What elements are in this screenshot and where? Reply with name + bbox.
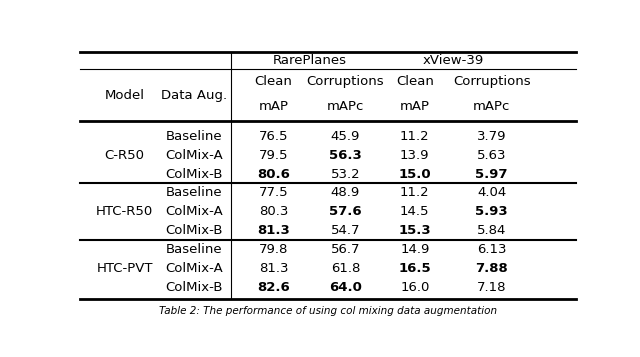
Text: ColMix-A: ColMix-A (165, 262, 223, 275)
Text: Baseline: Baseline (166, 130, 222, 143)
Text: 13.9: 13.9 (400, 149, 429, 162)
Text: 5.63: 5.63 (477, 149, 506, 162)
Text: 4.04: 4.04 (477, 186, 506, 200)
Text: Clean: Clean (396, 75, 434, 88)
Text: mAPc: mAPc (473, 100, 510, 112)
Text: 61.8: 61.8 (331, 262, 360, 275)
Text: 3.79: 3.79 (477, 130, 506, 143)
Text: ColMix-B: ColMix-B (165, 281, 223, 294)
Text: 56.7: 56.7 (331, 243, 360, 256)
Text: 16.0: 16.0 (400, 281, 429, 294)
Text: mAP: mAP (259, 100, 289, 112)
Text: 77.5: 77.5 (259, 186, 288, 200)
Text: 45.9: 45.9 (331, 130, 360, 143)
Text: 11.2: 11.2 (400, 186, 429, 200)
Text: mAP: mAP (400, 100, 430, 112)
Text: Data Aug.: Data Aug. (161, 89, 227, 102)
Text: 76.5: 76.5 (259, 130, 288, 143)
Text: Table 2: The performance of using col mixing data augmentation: Table 2: The performance of using col mi… (159, 306, 497, 316)
Text: 11.2: 11.2 (400, 130, 429, 143)
Text: Baseline: Baseline (166, 243, 222, 256)
Text: C-R50: C-R50 (105, 149, 145, 162)
Text: 57.6: 57.6 (329, 205, 362, 218)
Text: 64.0: 64.0 (329, 281, 362, 294)
Text: xView-39: xView-39 (422, 54, 484, 67)
Text: 15.0: 15.0 (399, 167, 431, 181)
Text: 5.97: 5.97 (476, 167, 508, 181)
Text: Corruptions: Corruptions (453, 75, 531, 88)
Text: HTC-R50: HTC-R50 (96, 205, 153, 218)
Text: 82.6: 82.6 (257, 281, 290, 294)
Text: 14.5: 14.5 (400, 205, 429, 218)
Text: 80.3: 80.3 (259, 205, 288, 218)
Text: HTC-PVT: HTC-PVT (97, 262, 153, 275)
Text: 5.84: 5.84 (477, 224, 506, 237)
Text: 79.5: 79.5 (259, 149, 288, 162)
Text: ColMix-B: ColMix-B (165, 167, 223, 181)
Text: Model: Model (105, 89, 145, 102)
Text: 7.88: 7.88 (476, 262, 508, 275)
Text: 79.8: 79.8 (259, 243, 288, 256)
Text: 14.9: 14.9 (400, 243, 429, 256)
Text: 16.5: 16.5 (399, 262, 431, 275)
Text: Clean: Clean (255, 75, 292, 88)
Text: 80.6: 80.6 (257, 167, 290, 181)
Text: ColMix-B: ColMix-B (165, 224, 223, 237)
Text: 56.3: 56.3 (329, 149, 362, 162)
Text: 81.3: 81.3 (257, 224, 290, 237)
Text: Baseline: Baseline (166, 186, 222, 200)
Text: 81.3: 81.3 (259, 262, 288, 275)
Text: RarePlanes: RarePlanes (273, 54, 346, 67)
Text: 7.18: 7.18 (477, 281, 506, 294)
Text: mAPc: mAPc (326, 100, 364, 112)
Text: 53.2: 53.2 (330, 167, 360, 181)
Text: 15.3: 15.3 (399, 224, 431, 237)
Text: ColMix-A: ColMix-A (165, 205, 223, 218)
Text: 5.93: 5.93 (476, 205, 508, 218)
Text: 48.9: 48.9 (331, 186, 360, 200)
Text: ColMix-A: ColMix-A (165, 149, 223, 162)
Text: 54.7: 54.7 (331, 224, 360, 237)
Text: Corruptions: Corruptions (307, 75, 384, 88)
Text: 6.13: 6.13 (477, 243, 506, 256)
